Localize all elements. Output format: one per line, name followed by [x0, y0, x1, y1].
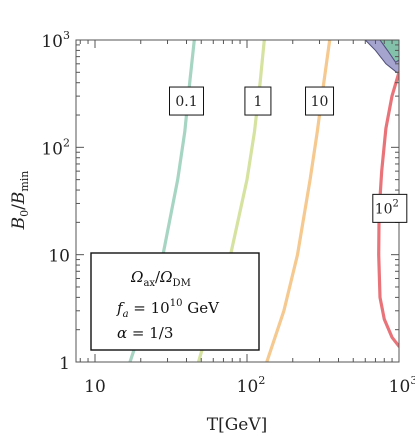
y-axis-label: B0/Bmin: [9, 171, 31, 231]
x-tick-label: 103: [389, 374, 415, 397]
svg-text:0.1: 0.1: [175, 94, 197, 110]
y-tick-label: 102: [41, 136, 70, 159]
legend-alpha: α = 1/3: [117, 324, 173, 342]
excluded-region-1: [379, 40, 399, 63]
plot-area: [364, 40, 399, 75]
x-tick-label: 10: [84, 377, 106, 397]
y-tick-label: 1: [59, 354, 70, 374]
legend: Ωax/ΩDM fa = 1010 GeV α = 1/3: [90, 252, 260, 351]
legend-box: [90, 252, 260, 351]
contour-label-3: 102: [372, 193, 408, 223]
x-tick-label: 102: [237, 374, 266, 397]
tick-labels: 10 102 103 1 10 102 103: [41, 29, 415, 397]
x-axis-label: T[GeV]: [207, 415, 268, 435]
legend-fa: fa = 1010 GeV: [116, 298, 220, 320]
contour-label-2: 10: [305, 86, 335, 116]
contour-line-2: [265, 40, 332, 362]
svg-text:102: 102: [375, 198, 399, 217]
svg-text:1: 1: [253, 94, 262, 110]
contour-label-1: 1: [244, 86, 272, 116]
y-tick-label: 103: [41, 29, 70, 52]
contour-labels: 0.1 1 10 102: [169, 86, 408, 223]
contour-label-0: 0.1: [169, 86, 205, 116]
y-tick-label: 10: [48, 247, 70, 267]
legend-title: Ωax/ΩDM: [130, 268, 191, 289]
contour-line-3: [377, 70, 399, 348]
svg-text:10: 10: [311, 94, 329, 110]
